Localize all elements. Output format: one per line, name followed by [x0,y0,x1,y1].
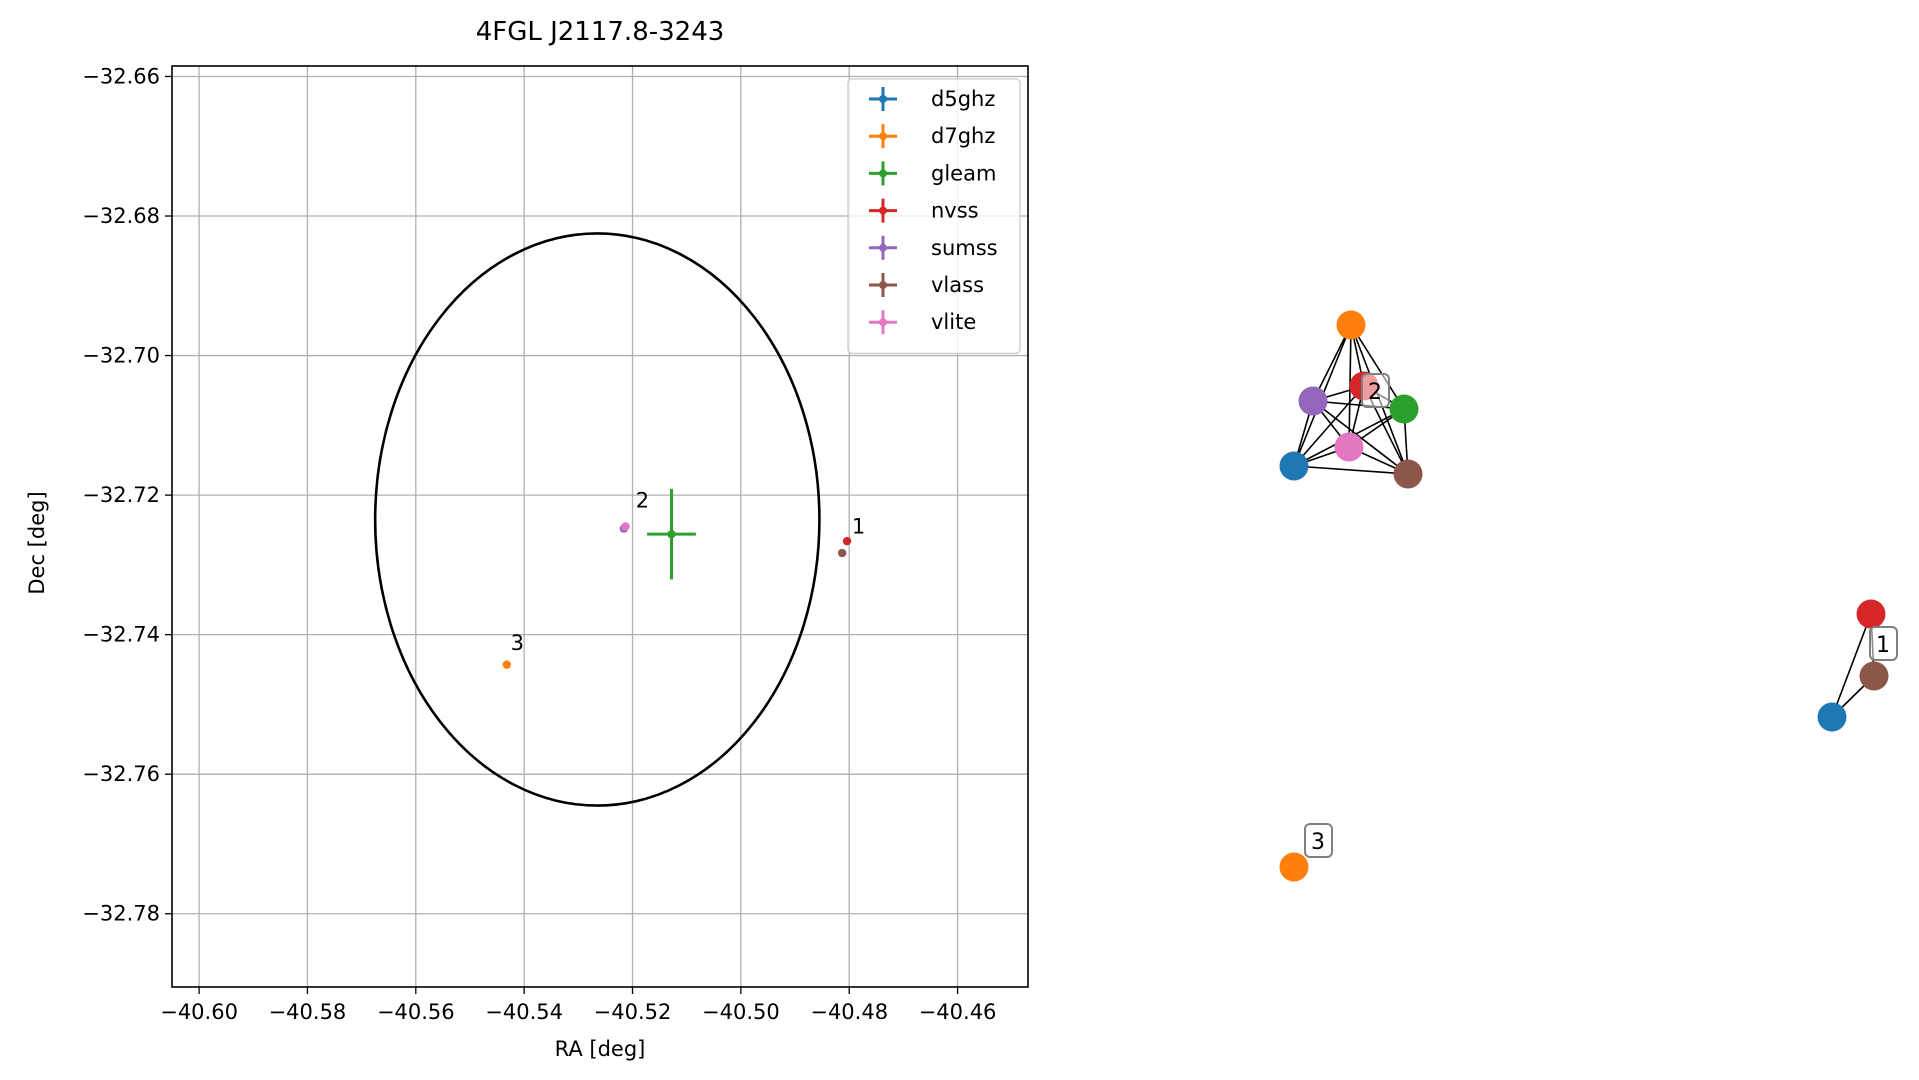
x-tick-label: −40.56 [377,1000,455,1024]
legend-marker-d7ghz [879,132,887,141]
legend-label-d7ghz: d7ghz [931,124,995,148]
annotation-1: 1 [852,514,865,538]
graph-edge [1312,400,1405,410]
y-tick-label: −32.66 [82,64,160,88]
y-tick-label: −32.68 [82,204,160,228]
data-point-vlass [837,548,847,558]
y-tick-label: −32.76 [82,762,160,786]
graph-node-vlite [1334,432,1364,462]
graph-label-box-1 [1869,626,1898,661]
data-point-nvss [842,536,852,546]
grid-lines [172,66,1028,987]
graph-label-box-3 [1304,823,1333,858]
data-point-gleam [667,529,676,539]
x-tick-label: −40.46 [919,1000,997,1024]
legend-marker-sumss [879,243,887,252]
y-tick-label: −32.78 [82,902,160,926]
graph-edge [1312,400,1409,475]
y-axis: −32.66 −32.68 −32.70 −32.72 −32.74 −32.76 −32.… [82,64,172,926]
graph-edge [1831,613,1872,718]
graph-node-vlass [1859,661,1889,691]
y-tick-label: −32.70 [82,344,160,368]
graph-node-d5ghz [1279,451,1309,481]
legend-marker-vlass [879,281,887,289]
graph-edge [1293,465,1409,475]
x-tick-label: −40.52 [594,1000,672,1024]
x-axis: −40.60 −40.58 −40.56 −40.54 −40.52 −40.50 −40.… [160,987,996,1024]
x-tick-label: −40.60 [160,1000,238,1024]
y-tick-label: −32.74 [82,623,160,647]
x-axis-label: RA [deg] [555,1037,646,1061]
graph-node-vlass [1393,459,1423,489]
graph-edge [1350,324,1405,410]
legend-label-d5ghz: d5ghz [931,87,995,111]
legend-marker-gleam [879,169,887,178]
graph-label-2: 2 [1368,380,1382,405]
x-tick-label: −40.48 [810,1000,888,1024]
annotation-2: 2 [636,489,649,513]
graph-node-d7ghz [1279,852,1309,882]
graph-node-d5ghz [1817,702,1847,732]
chart-title: 4FGL J2117.8-3243 [476,17,725,47]
legend-label-vlite: vlite [931,310,976,334]
y-tick-label: −32.72 [82,483,160,507]
x-tick-label: −40.54 [485,1000,563,1024]
data-point-vlite [621,522,630,531]
legend-marker-vlite [879,318,887,327]
legend-marker-d5ghz [879,95,887,103]
annotation-3: 3 [511,631,524,655]
legend-marker-nvss [879,206,887,215]
graph-label-1: 1 [1876,633,1890,658]
graph-node-d7ghz [1336,310,1366,340]
data-point-d7ghz [502,660,512,669]
plot-frame [171,65,1029,988]
scatter-plot: 4FGL J2117.8-3243 −40.60 −40.58 −40.56 −40.… [25,17,1029,1061]
legend-label-gleam: gleam [931,161,996,185]
graph-node-gleam [1389,394,1419,424]
y-axis-label: Dec [deg] [25,491,49,594]
legend-label-sumss: sumss [931,236,998,260]
association-graph: 2 1 3 [1279,310,1898,882]
x-tick-label: −40.50 [702,1000,780,1024]
graph-label-box-2 [1361,373,1390,408]
graph-node-sumss [1298,386,1328,416]
plot-data: 1 2 3 [373,232,865,807]
graph-edge [1293,385,1365,467]
uncertainty-circle [373,232,821,807]
legend-label-nvss: nvss [931,199,979,223]
legend: d5ghz d7ghz gleam nvss sumss vlass vlite [847,78,1021,355]
legend-label-vlass: vlass [931,273,984,297]
x-tick-label: −40.58 [269,1000,347,1024]
graph-node-nvss [1856,599,1886,629]
graph-label-3: 3 [1311,830,1325,855]
